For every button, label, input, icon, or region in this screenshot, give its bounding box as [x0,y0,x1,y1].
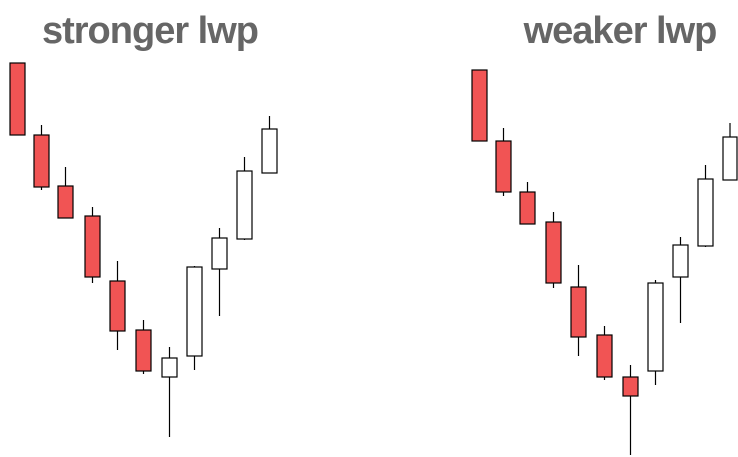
candle-body [495,140,512,193]
candle-body [519,191,536,225]
candle-body [211,237,228,270]
candle-body [186,266,203,357]
candles [9,62,738,455]
panel-title: weaker lwp [523,10,717,52]
candle-body [570,286,587,338]
candle-body [722,136,738,181]
candle-body [471,69,488,142]
candle-body [84,215,101,278]
candle-body [236,170,253,240]
candle-body [161,357,178,378]
candle-body [596,334,613,378]
candle-body [33,134,50,188]
candle-body [647,282,664,372]
candle-body [545,221,562,284]
candle-body [672,244,689,278]
candle-body [261,128,278,174]
panel-title: stronger lwp [42,10,258,52]
candle-body [622,376,639,397]
candle-body [9,62,26,136]
candle-body [109,280,126,332]
candle-body [57,185,74,219]
candle-body [135,329,152,372]
candle-body [697,178,714,247]
